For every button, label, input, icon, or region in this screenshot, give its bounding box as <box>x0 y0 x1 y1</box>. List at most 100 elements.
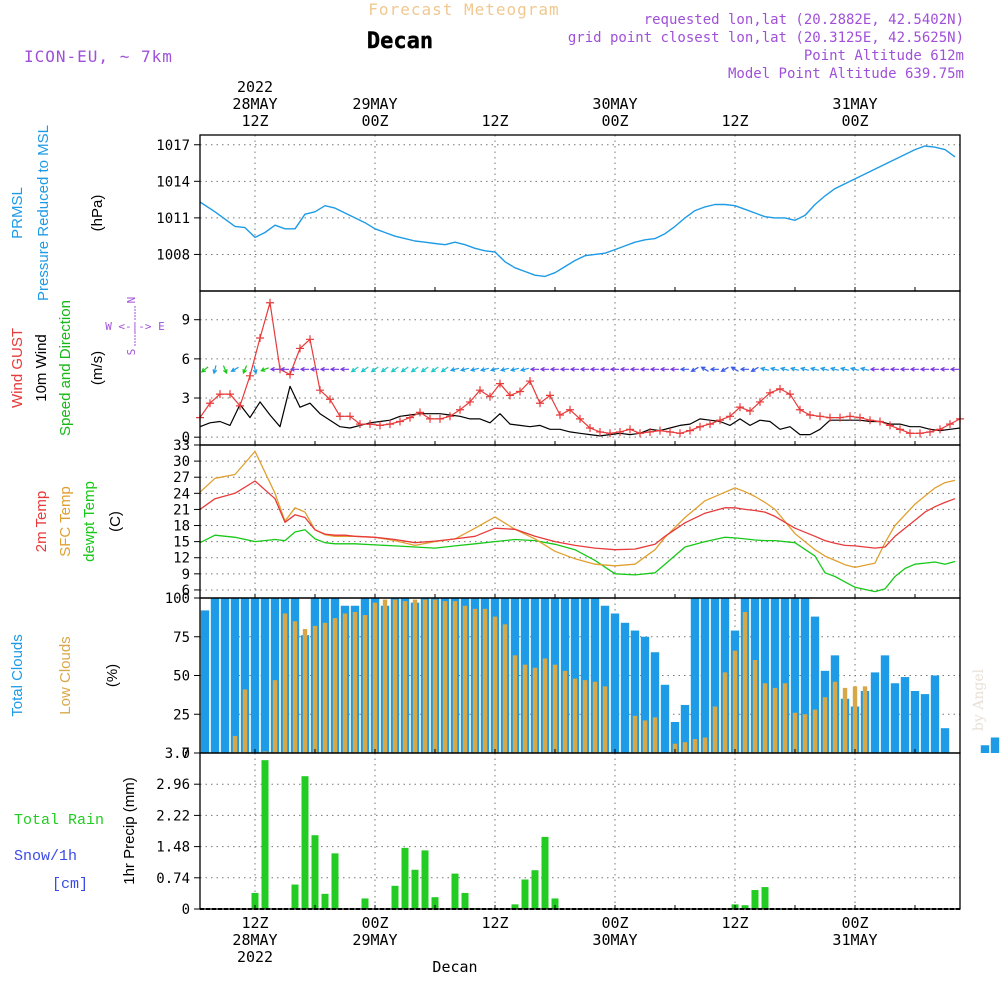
total-cloud-bar <box>670 722 680 753</box>
wind-speed-line <box>199 385 961 437</box>
gust-marker <box>486 392 494 401</box>
low-cloud-bar <box>812 709 818 753</box>
wind-direction-arrow <box>200 366 209 373</box>
low-cloud-bar <box>592 681 598 753</box>
total-cloud-bar <box>650 652 660 753</box>
point-altitude: Point Altitude 612m <box>804 48 964 64</box>
y-tick-label: 12 <box>173 551 190 567</box>
snow-label: Snow/1h <box>14 848 77 865</box>
wind-direction-arrow <box>750 366 759 372</box>
wind-direction-arrow <box>759 366 770 372</box>
total-cloud-bar <box>660 684 670 753</box>
temp-2m-line <box>199 480 956 551</box>
y-tick-label: 15 <box>173 535 190 551</box>
low-cloud-bar <box>802 714 808 753</box>
requested-coords: requested lon,lat (20.2882E, 42.5402N) <box>644 12 964 28</box>
wind-unit: (m/s) <box>89 351 106 385</box>
low-cloud-bar <box>282 613 288 753</box>
y-tick-label: 0 <box>182 746 190 762</box>
y-tick-label: 2.96 <box>156 777 190 793</box>
total-cloud-bar <box>220 598 230 753</box>
total-cloud-bar <box>810 616 820 753</box>
gust-marker <box>846 412 854 421</box>
y-tick-label: 0 <box>182 902 190 918</box>
y-tick-label: 25 <box>173 707 190 723</box>
wind-direction-arrow <box>469 367 480 372</box>
wind-direction-arrow <box>489 367 500 372</box>
wind-direction-arrow <box>420 366 429 373</box>
wind-direction-arrow <box>269 366 279 372</box>
wind-direction-arrow <box>669 366 679 372</box>
low-cloud-bar <box>502 624 508 753</box>
gust-marker <box>256 333 264 342</box>
pressure-label-1: PRMSL <box>9 187 26 239</box>
time-label-bottom: 00Z <box>841 914 868 932</box>
wind-direction-arrow <box>339 366 349 372</box>
wind-direction-arrow <box>242 365 248 375</box>
total-cloud-bar <box>890 683 900 753</box>
gust-marker <box>586 424 594 433</box>
model-label: ICON-EU, ~ 7km <box>24 47 173 66</box>
precip-unit: 1hr Precip (mm) <box>121 777 138 885</box>
gust-marker <box>366 420 374 429</box>
rain-bar <box>311 835 319 909</box>
gust-marker <box>236 401 244 410</box>
wind-direction-arrow <box>849 366 860 372</box>
y-tick-label: 9 <box>182 567 190 583</box>
wind-direction-arrow <box>789 366 800 372</box>
rain-bar <box>361 898 369 909</box>
gust-marker <box>266 298 274 307</box>
wind-direction-arrow <box>329 366 339 372</box>
gust-marker <box>306 335 314 344</box>
low-cloud-bar <box>732 650 738 753</box>
wind-direction-arrow <box>459 367 470 372</box>
wind-direction-arrow <box>839 366 850 372</box>
total-cloud-bar <box>260 598 270 753</box>
compass-s: S <box>125 349 138 356</box>
panel-frame-temperature <box>199 444 961 599</box>
low-cloud-bar <box>382 599 388 753</box>
gust-marker <box>576 414 584 423</box>
time-label-bottom: 28MAY <box>232 931 277 949</box>
wind-direction-arrow <box>949 366 959 372</box>
wind-direction-arrow <box>230 366 239 372</box>
gust-marker <box>916 429 924 438</box>
compass-we: W <-|-> E <box>105 320 165 333</box>
low-cloud-bar <box>442 601 448 753</box>
gust-marker <box>876 417 884 426</box>
wind-direction-arrow <box>319 366 329 372</box>
wind-direction-arrow <box>619 366 629 372</box>
low-cloud-bar <box>432 599 438 753</box>
total-cloud-bar <box>790 598 800 753</box>
wind-direction-arrow <box>609 366 619 372</box>
wind-direction-arrow <box>879 366 889 372</box>
low-cloud-bar <box>782 683 788 753</box>
gust-marker <box>546 391 554 400</box>
y-tick-label: 50 <box>173 669 190 685</box>
wind-direction-arrow <box>440 366 449 373</box>
gust-marker <box>666 427 674 436</box>
gust-marker <box>746 407 754 416</box>
low-cloud-bar <box>412 599 418 753</box>
gust-marker <box>316 386 324 395</box>
wind-direction-arrow <box>559 366 569 372</box>
low-cloud-bar <box>472 608 478 753</box>
time-label-top: 30MAY <box>592 95 637 113</box>
dewpoint-line <box>199 529 956 593</box>
low-cloud-bar <box>762 683 768 753</box>
wind-direction-arrow <box>370 366 379 373</box>
total-cloud-bar <box>940 728 950 753</box>
y-tick-label: 9 <box>182 313 190 329</box>
gust-marker <box>706 420 714 429</box>
total-cloud-bar <box>920 694 930 753</box>
dewpt-label: dewpt Temp <box>81 481 98 562</box>
x-axis-label: Decan <box>432 958 477 976</box>
wind-direction-arrow <box>700 366 709 372</box>
low-cloud-bar <box>272 680 278 753</box>
gust-marker <box>896 425 904 434</box>
low-cloud-bar <box>302 629 308 753</box>
total-cloud-bar <box>680 704 690 753</box>
time-label-top: 00Z <box>601 112 628 130</box>
y-tick-label: 100 <box>165 591 190 607</box>
